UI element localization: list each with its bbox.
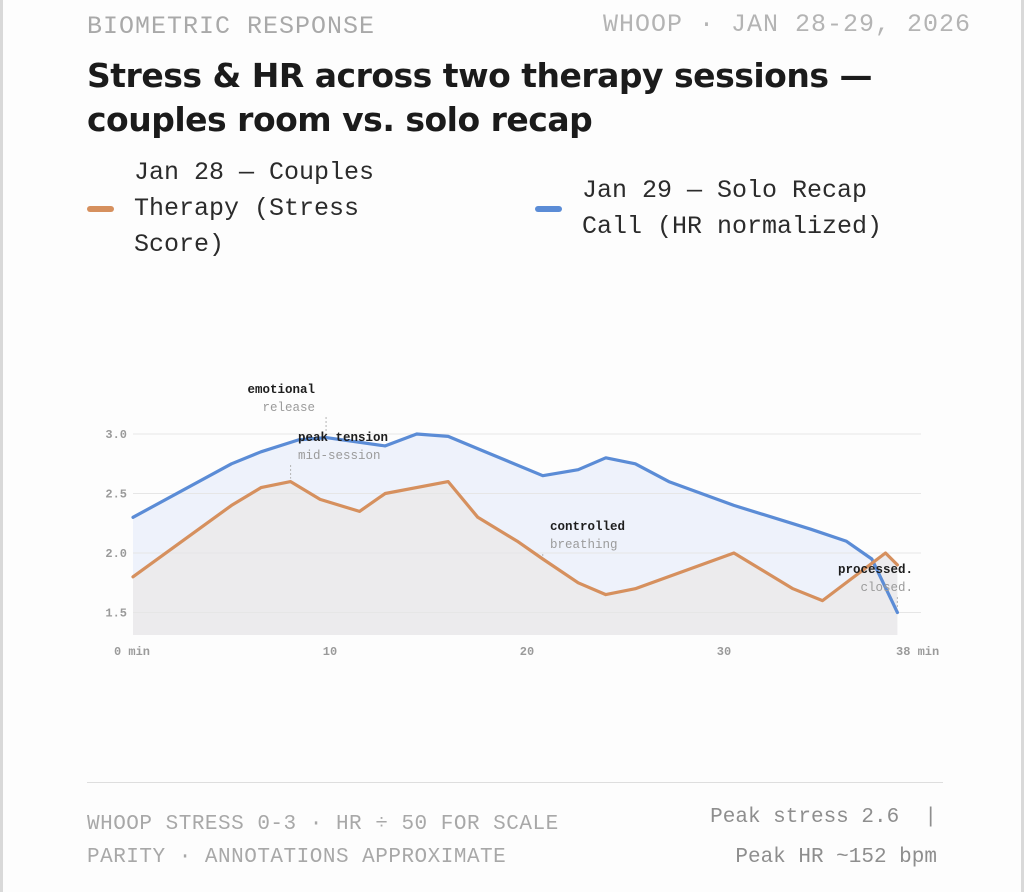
orange-area-fill [133,481,898,635]
x-tick-label: 0 min [114,645,150,659]
annotation-subtitle: closed. [860,581,913,595]
footer-divider [87,782,943,783]
annotation-subtitle: release [262,401,315,415]
stress-line [131,480,899,603]
y-tick-label: 2.0 [105,547,127,561]
legend-label: Jan 28 — Couples Therapy (Stress Score) [134,158,375,259]
annotation-title: emotional [247,383,315,397]
footnote: WHOOP STRESS 0-3 · HR ÷ 50 FOR SCALE PAR… [87,813,559,869]
y-tick-label: 3.0 [105,428,127,442]
chart-title: Stress & HR across two therapy sessions … [87,56,872,139]
legend-swatch-blue-icon [535,206,562,212]
eyebrow-label: BIOMETRIC RESPONSE [87,12,376,41]
annotation-subtitle: breathing [550,538,618,552]
annotation-title: processed. [838,563,913,577]
hr-line [131,432,899,615]
x-tick-label: 38 min [896,645,939,659]
annotation-title: peak tension [298,431,388,445]
peak-hr-stat: Peak HR ~152 bpm [735,846,937,869]
peak-stats: Peak stress 2.6 | Peak HR ~152 bpm [710,798,937,878]
legend-label: Jan 29 — Solo Recap Call (HR normalized) [582,176,883,241]
source-date-label: WHOOP · JAN 28-29, 2026 [602,10,971,39]
line-chart: 1.5 2.0 2.5 3.0 0 min 10 20 30 38 min emotional re… [105,383,939,659]
annotation-subtitle: mid-session [298,449,381,463]
y-tick-label: 1.5 [105,607,127,621]
x-tick-label: 20 [520,645,534,659]
y-tick-label: 2.5 [105,488,127,502]
legend-item-solo-recap: Jan 29 — Solo Recap Call (HR normalized) [535,173,955,245]
peak-stress-stat: Peak stress 2.6 | [710,806,937,829]
x-tick-label: 30 [717,645,731,659]
legend-item-couples-therapy: Jan 28 — Couples Therapy (Stress Score) [87,155,417,263]
legend-swatch-orange-icon [87,206,114,212]
annotation-title: controlled [550,520,625,534]
x-tick-label: 10 [323,645,337,659]
